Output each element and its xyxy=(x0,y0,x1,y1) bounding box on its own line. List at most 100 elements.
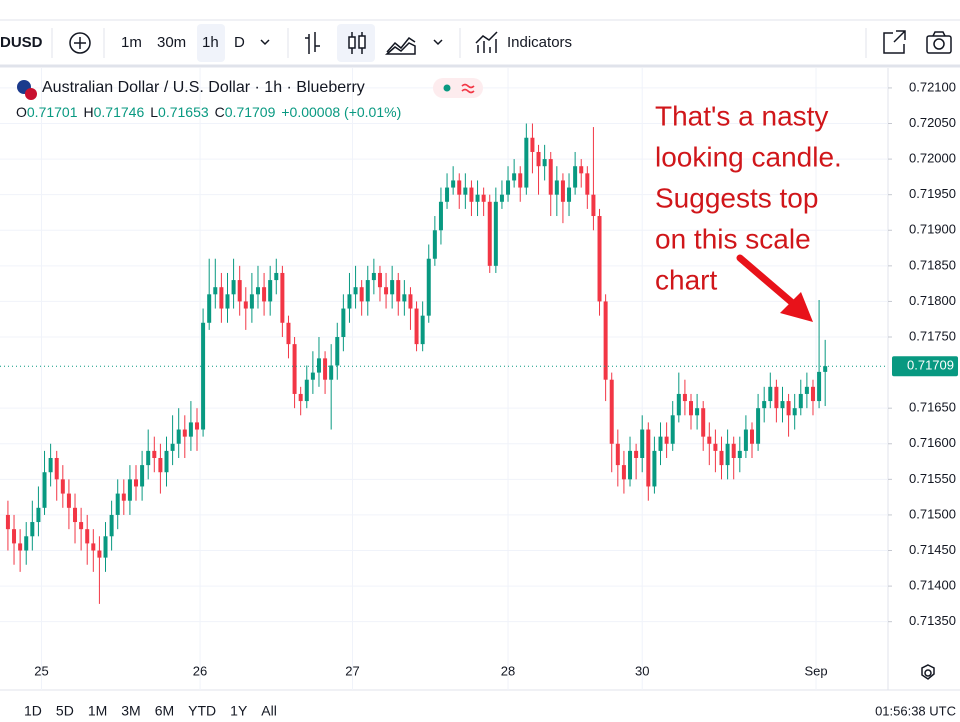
candle-body xyxy=(24,536,29,551)
ohlc-letter: L xyxy=(150,104,158,120)
y-tick-label: 0.72100 xyxy=(909,79,956,94)
candle-body xyxy=(268,280,273,302)
candle-body xyxy=(597,216,602,302)
candle-body xyxy=(457,180,462,195)
candle-body xyxy=(810,386,815,402)
candle-body xyxy=(615,443,620,466)
range-button[interactable]: 1D xyxy=(24,703,42,719)
candle-body xyxy=(30,522,35,537)
interval[interactable]: 1h xyxy=(202,34,219,51)
annotation-line: That's a nasty xyxy=(655,100,828,131)
candle-body xyxy=(237,280,242,302)
candle-body xyxy=(85,529,90,544)
settings-icon[interactable] xyxy=(921,664,935,680)
candle-body xyxy=(182,429,187,437)
x-tick-label: 26 xyxy=(193,663,207,678)
x-tick-label: 28 xyxy=(501,663,515,678)
candle-body xyxy=(365,280,370,302)
change: +0.00008 (+0.01%) xyxy=(281,104,401,120)
candle-body xyxy=(12,529,17,544)
candle-body xyxy=(506,180,511,195)
candle-body xyxy=(554,180,559,195)
symbol[interactable]: DUSD xyxy=(0,34,43,51)
candle-body xyxy=(524,137,529,188)
y-tick-label: 0.71850 xyxy=(909,257,956,272)
ohlc-letter: C xyxy=(215,104,225,120)
candle-body xyxy=(42,472,47,508)
range-button[interactable]: 6M xyxy=(155,703,174,719)
share-button[interactable] xyxy=(883,30,906,54)
range-button[interactable]: 1M xyxy=(88,703,107,719)
y-tick-label: 0.71400 xyxy=(909,578,956,593)
candle-body xyxy=(445,187,450,202)
candle-body xyxy=(658,436,663,451)
range-button[interactable]: YTD xyxy=(188,703,216,719)
candle-body xyxy=(310,372,315,380)
candle-body xyxy=(573,166,578,188)
ohlc-value: 0.71653 xyxy=(158,104,209,120)
candle-body xyxy=(353,287,358,295)
candles-button[interactable] xyxy=(348,32,366,54)
interval[interactable]: 30m xyxy=(157,34,186,51)
ohlc-value: 0.71701 xyxy=(27,104,78,120)
candle-body xyxy=(134,479,139,487)
x-tick-label: 30 xyxy=(635,663,649,678)
candle-body xyxy=(286,322,291,345)
candle-body xyxy=(634,450,639,458)
y-tick-label: 0.72050 xyxy=(909,115,956,130)
candle-body xyxy=(603,301,608,380)
candle-body xyxy=(280,272,285,323)
compare-button[interactable] xyxy=(69,32,91,54)
candle-body xyxy=(591,194,596,217)
interval[interactable]: 1m xyxy=(121,34,142,51)
y-tick-label: 0.72000 xyxy=(909,151,956,166)
candle-body xyxy=(676,393,681,416)
range-button[interactable]: All xyxy=(261,703,277,719)
indicators-button[interactable]: Indicators xyxy=(507,34,572,51)
candle-body xyxy=(499,194,504,202)
last-price-label: 0.71709 xyxy=(907,358,954,373)
legend: Australian Dollar / U.S. Dollar · 1h · B… xyxy=(16,78,483,120)
last-price-box xyxy=(892,356,958,377)
interval[interactable]: D xyxy=(234,34,245,51)
candle-body xyxy=(817,371,822,402)
bars-button[interactable] xyxy=(305,32,320,54)
candle-body xyxy=(292,344,297,394)
ohlc-letter: H xyxy=(84,104,94,120)
area-button[interactable] xyxy=(385,36,416,55)
candle-body xyxy=(652,450,657,487)
candle-body xyxy=(390,280,395,295)
candle-body xyxy=(756,408,761,444)
candle-body xyxy=(73,507,78,523)
y-tick-label: 0.71350 xyxy=(909,613,956,628)
candle-body xyxy=(695,408,700,416)
candles xyxy=(5,123,828,604)
annotation-line: looking candle. xyxy=(655,141,842,172)
active-interval-bg xyxy=(197,24,225,62)
candle-body xyxy=(54,457,59,480)
candle-body xyxy=(682,393,687,402)
snapshot-button[interactable] xyxy=(926,31,952,54)
dropdown-arrow[interactable] xyxy=(260,39,270,46)
candle-body xyxy=(304,379,309,402)
status-dot xyxy=(443,84,451,92)
candle-body xyxy=(384,287,389,295)
candle-body xyxy=(103,536,108,558)
candle-body xyxy=(225,294,230,309)
dropdown-arrow[interactable] xyxy=(433,39,443,46)
candle-body xyxy=(737,450,742,458)
candle-body xyxy=(530,137,535,152)
y-tick-label: 0.71900 xyxy=(909,222,956,237)
candle-body xyxy=(97,550,102,558)
y-tick-label: 0.71750 xyxy=(909,328,956,343)
range-button[interactable]: 1Y xyxy=(230,703,248,719)
candle-body xyxy=(426,258,431,316)
range-button[interactable]: 3M xyxy=(121,703,140,719)
candle-body xyxy=(749,429,754,444)
candle-body xyxy=(780,401,785,409)
candle-body xyxy=(560,180,565,202)
flag-icon xyxy=(17,80,37,100)
range-button[interactable]: 5D xyxy=(56,703,74,719)
indicators-icon[interactable] xyxy=(475,31,498,53)
